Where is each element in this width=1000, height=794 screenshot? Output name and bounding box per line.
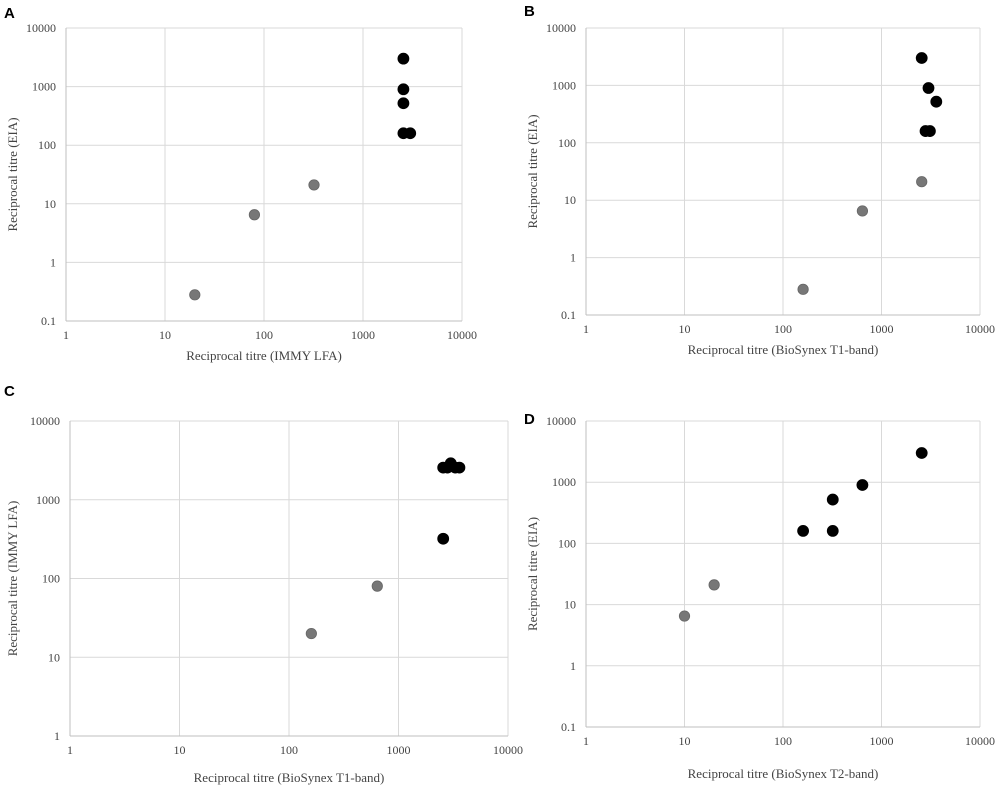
y-tick-label: 1000 [552,475,576,489]
y-tick-label: 1000 [552,78,576,92]
data-point-black [397,97,410,110]
data-point-grey [856,205,869,217]
data-point-grey [308,179,320,191]
data-point-black [437,532,450,545]
y-tick-label: 100 [558,536,576,550]
data-point-black [922,82,935,94]
data-point-black [404,127,417,140]
data-point-grey [305,627,317,640]
y-axis-title: Reciprocal titre (EIA) [525,114,540,228]
x-tick-label: 10 [159,328,171,342]
y-tick-label: 100 [558,136,576,150]
y-tick-label: 10000 [30,414,60,428]
y-tick-label: 1 [570,659,576,673]
y-tick-label: 10 [564,598,576,612]
x-tick-label: 10 [679,734,691,748]
y-tick-label: 100 [42,572,60,586]
y-tick-label: 10000 [26,21,56,35]
y-tick-label: 10 [48,650,60,664]
data-point-grey [678,610,691,622]
y-tick-label: 1 [570,251,576,265]
y-axis-title: Reciprocal titre (EIA) [5,117,20,231]
y-tick-label: 0.1 [41,314,56,328]
x-tick-label: 10000 [965,322,995,336]
data-point-black [856,479,869,491]
chart-panel-d: D 1 10 100 1000 10000 0.1 1 10 100 1000 10000 Recipr… [524,411,995,781]
data-point-black [826,493,839,506]
data-point-black [915,447,928,459]
data-point-black [826,525,839,537]
panel-letter: D [524,411,535,428]
data-point-black [923,125,936,137]
y-tick-label: 100 [38,138,56,152]
y-tick-label: 1 [50,255,56,269]
y-tick-label: 1 [54,729,60,743]
data-point-black [397,52,410,65]
y-tick-label: 10000 [546,414,576,428]
data-point-black [915,52,928,64]
x-tick-label: 1 [583,734,589,748]
data-point-black [797,525,810,537]
panel-letter: B [524,3,535,20]
x-axis-title: Reciprocal titre (BioSynex T1-band) [688,342,879,357]
chart-panel-c: C 1 10 100 1000 10000 1 10 100 1000 10000 Reciproca… [4,383,523,785]
data-point-black [453,461,466,474]
data-point-grey [916,176,928,188]
chart-panel-b: B 1 10 100 1000 10000 0.1 1 10 100 1000 10000 Recipr… [524,3,995,357]
y-tick-label: 0.1 [561,308,576,322]
panel-letter: A [4,5,15,22]
data-point-black [397,83,410,96]
x-axis-title: Reciprocal titre (BioSynex T1-band) [194,770,385,785]
x-tick-label: 10000 [447,328,477,342]
y-tick-label: 10 [44,197,56,211]
y-axis-title: Reciprocal titre (EIA) [525,517,540,631]
data-point-grey [708,579,720,591]
data-point-grey [797,283,809,295]
y-tick-label: 0.1 [561,720,576,734]
x-tick-label: 1000 [870,322,894,336]
x-tick-label: 100 [774,322,792,336]
chart-panel-a: A 1 10 100 1000 10000 0.1 1 10 100 1000 10000 Recipr… [4,5,477,363]
panel-letter: C [4,383,15,400]
x-tick-label: 1000 [870,734,894,748]
x-tick-label: 1 [67,743,73,757]
x-tick-label: 100 [280,743,298,757]
y-tick-label: 1000 [36,493,60,507]
x-axis-title: Reciprocal titre (BioSynex T2-band) [688,766,879,781]
x-tick-label: 10 [679,322,691,336]
data-point-grey [371,580,383,592]
data-point-grey [248,209,261,221]
x-tick-label: 100 [255,328,273,342]
x-tick-label: 1000 [351,328,375,342]
data-point-grey [189,289,201,301]
y-tick-label: 10 [564,193,576,207]
x-tick-label: 1000 [387,743,411,757]
x-tick-label: 10000 [965,734,995,748]
x-tick-label: 1 [63,328,69,342]
y-tick-label: 10000 [546,21,576,35]
y-axis-title: Reciprocal titre (IMMY LFA) [5,501,20,657]
x-tick-label: 1 [583,322,589,336]
x-tick-label: 10000 [493,743,523,757]
x-axis-title: Reciprocal titre (IMMY LFA) [186,348,342,363]
x-tick-label: 100 [774,734,792,748]
x-tick-label: 10 [174,743,186,757]
data-point-black [930,95,943,108]
y-tick-label: 1000 [32,80,56,94]
